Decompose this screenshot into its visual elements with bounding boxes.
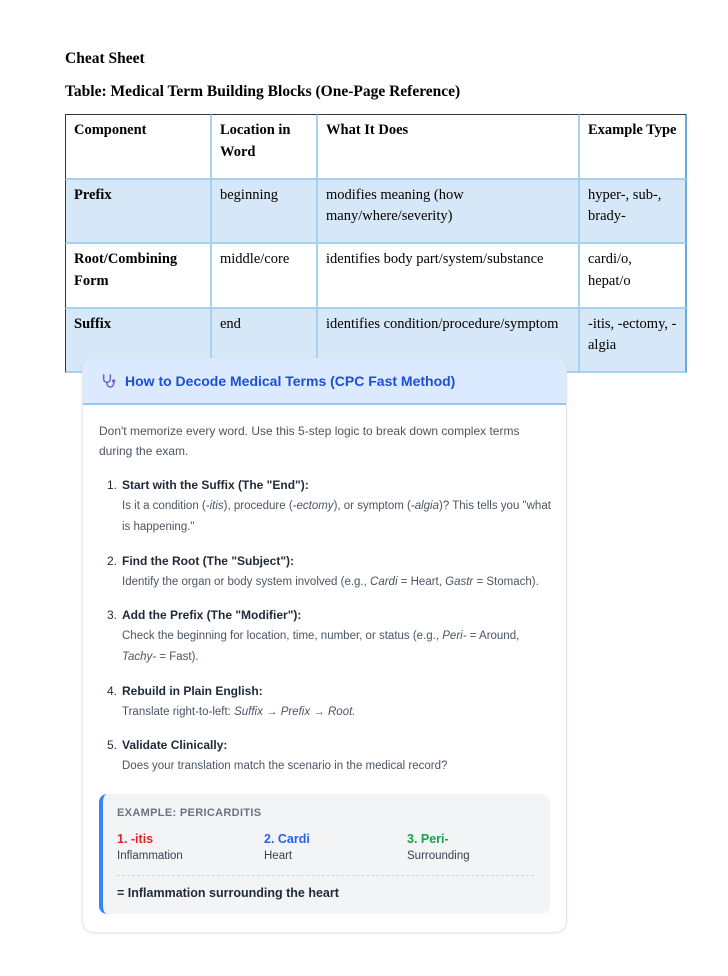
step-title: Add the Prefix (The "Modifier"): xyxy=(122,607,302,622)
step-1: 1. Start with the Suffix (The "End"): Is… xyxy=(99,476,551,539)
step-5: 5. Validate Clinically: Does your transl… xyxy=(99,736,550,777)
card-body: Don't memorize every word. Use this 5-st… xyxy=(83,405,566,932)
cell-what-it-does: identifies body part/system/substance xyxy=(318,244,580,309)
example-part-root: 2. Cardi Heart xyxy=(264,830,407,865)
example-part-title: 3. Peri- xyxy=(407,831,449,846)
page-title: Cheat Sheet xyxy=(65,50,145,67)
example-part-suffix: 1. -itis Inflammation xyxy=(117,830,264,865)
step-3: 3. Add the Prefix (The "Modifier"): Chec… xyxy=(99,606,550,669)
cell-component: Prefix xyxy=(65,179,212,244)
example-part-subtitle: Inflammation xyxy=(117,849,183,862)
step-title: Validate Clinically: xyxy=(122,738,228,753)
stethoscope-icon xyxy=(102,374,116,388)
example-part-subtitle: Heart xyxy=(264,849,293,862)
step-description: Is it a condition (-itis), procedure (-e… xyxy=(122,499,551,534)
step-number: 3. xyxy=(106,607,117,622)
table-header-row: Component Location in Word What It Does … xyxy=(65,114,687,180)
example-part-subtitle: Surrounding xyxy=(407,849,470,862)
card-title: How to Decode Medical Terms (CPC Fast Me… xyxy=(125,373,456,389)
example-box: EXAMPLE: PERICARDITIS 1. -itis Inflammat… xyxy=(99,793,550,914)
step-title: Find the Root (The "Subject"): xyxy=(122,553,295,568)
col-header-component: Component xyxy=(65,114,212,180)
building-blocks-table: Component Location in Word What It Does … xyxy=(65,114,687,373)
example-divider xyxy=(117,874,534,876)
table-row-root: Root/Combining Form middle/core identifi… xyxy=(65,244,687,309)
step-description: Identify the organ or body system involv… xyxy=(122,575,539,588)
cell-example-type: -itis, -ectomy, -algia xyxy=(580,308,687,373)
example-parts: 1. -itis Inflammation 2. Cardi Heart 3. … xyxy=(117,830,534,865)
example-part-title: 2. Cardi xyxy=(264,831,310,846)
step-description: Does your translation match the scenario… xyxy=(122,760,448,773)
table-row-prefix: Prefix beginning modifies meaning (how m… xyxy=(65,179,687,244)
step-title: Rebuild in Plain English: xyxy=(122,683,263,698)
step-title: Start with the Suffix (The "End"): xyxy=(122,477,309,492)
step-number: 1. xyxy=(106,477,117,492)
cell-component: Root/Combining Form xyxy=(65,244,212,309)
table-caption: Table: Medical Term Building Blocks (One… xyxy=(65,83,461,100)
example-part-prefix: 3. Peri- Surrounding xyxy=(407,830,534,865)
step-description: Check the beginning for location, time, … xyxy=(122,630,520,664)
cell-example-type: cardi/o, hepat/o xyxy=(580,244,687,309)
col-header-example-type: Example Type xyxy=(580,114,687,180)
example-label: EXAMPLE: PERICARDITIS xyxy=(117,806,262,819)
step-description: Translate right-to-left: Suffix → Prefix… xyxy=(122,705,356,718)
example-part-title: 1. -itis xyxy=(117,831,154,846)
cell-example-type: hyper-, sub-, brady- xyxy=(580,179,687,244)
example-result: = Inflammation surrounding the heart xyxy=(117,885,339,900)
step-2: 2. Find the Root (The "Subject"): Identi… xyxy=(99,552,550,593)
step-number: 5. xyxy=(106,738,117,753)
step-number: 2. xyxy=(106,553,117,568)
cell-location: beginning xyxy=(212,179,318,244)
step-4: 4. Rebuild in Plain English: Translate r… xyxy=(99,682,550,723)
col-header-location: Location in Word xyxy=(212,114,318,180)
cell-location: middle/core xyxy=(212,244,318,309)
card-intro: Don't memorize every word. Use this 5-st… xyxy=(99,424,520,459)
card-header: How to Decode Medical Terms (CPC Fast Me… xyxy=(83,359,566,405)
decode-method-card: How to Decode Medical Terms (CPC Fast Me… xyxy=(82,358,567,933)
step-number: 4. xyxy=(106,683,117,698)
col-header-what-it-does: What It Does xyxy=(318,114,580,180)
cell-what-it-does: modifies meaning (how many/where/severit… xyxy=(318,179,580,244)
